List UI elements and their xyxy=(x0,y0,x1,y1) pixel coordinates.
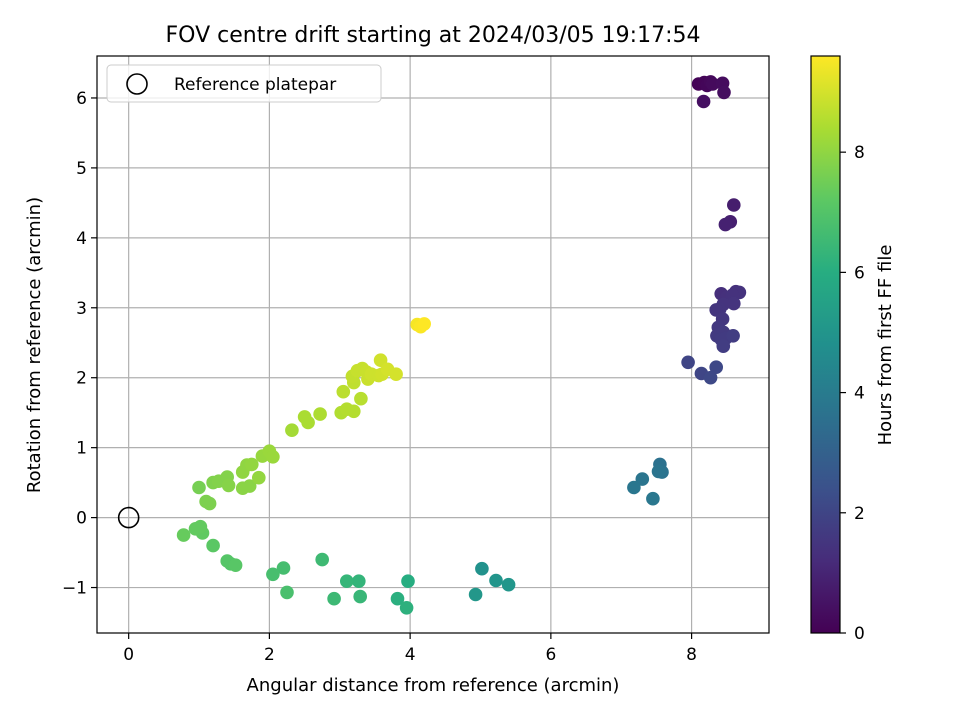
y-tick-label: −1 xyxy=(62,579,87,599)
data-point xyxy=(709,360,723,375)
y-tick-label: 3 xyxy=(76,299,87,319)
legend: Reference platepar xyxy=(106,64,382,103)
y-tick-label: 6 xyxy=(76,89,87,109)
data-point xyxy=(176,528,191,542)
data-point xyxy=(266,450,280,464)
data-point xyxy=(354,391,368,406)
data-point xyxy=(251,470,266,485)
colorbar-tick-label: 8 xyxy=(854,143,865,163)
data-point xyxy=(340,574,354,588)
data-point xyxy=(646,491,660,506)
data-point xyxy=(389,367,403,382)
data-point xyxy=(651,464,666,479)
colorbar-tick-label: 2 xyxy=(854,504,865,524)
data-point xyxy=(340,402,354,417)
data-point xyxy=(390,591,405,606)
data-point xyxy=(475,561,489,576)
colorbar-gradient xyxy=(810,55,841,634)
plot-frame xyxy=(96,55,770,634)
colorbar-tick-label: 0 xyxy=(854,624,865,644)
data-point xyxy=(703,370,718,385)
colorbar-tick-label: 6 xyxy=(854,263,865,283)
data-point xyxy=(315,552,330,567)
data-point xyxy=(221,478,236,493)
reference-layer xyxy=(117,506,140,529)
data-point xyxy=(245,457,259,472)
x-tick-label: 8 xyxy=(686,645,697,665)
data-point xyxy=(327,591,341,606)
x-axis-label: Angular distance from reference (arcmin) xyxy=(247,675,620,696)
data-point xyxy=(301,415,315,430)
y-axis-label: Rotation from reference (arcmin) xyxy=(24,197,45,493)
y-tick-label: 0 xyxy=(76,509,87,529)
data-point xyxy=(489,573,503,588)
data-point xyxy=(313,407,327,421)
x-axis-ticks: 0 2 4 6 8 xyxy=(123,633,697,665)
data-point xyxy=(242,479,257,493)
x-tick-label: 0 xyxy=(123,645,134,665)
data-point xyxy=(266,567,280,582)
data-points xyxy=(176,75,747,615)
data-point xyxy=(401,574,415,588)
y-tick-label: 1 xyxy=(76,439,87,459)
grid-lines xyxy=(97,56,769,633)
y-tick-label: 4 xyxy=(76,229,87,249)
data-point xyxy=(336,384,351,399)
legend-box xyxy=(106,64,382,103)
data-point xyxy=(681,355,695,370)
data-point xyxy=(199,494,213,509)
data-point xyxy=(228,558,243,572)
data-point xyxy=(417,317,432,331)
data-point xyxy=(188,522,203,536)
data-point xyxy=(399,601,414,615)
data-point xyxy=(235,465,250,479)
chart-title: FOV centre drift starting at 2024/03/05 … xyxy=(166,23,701,48)
data-point xyxy=(716,339,731,354)
data-point xyxy=(717,85,731,100)
data-point xyxy=(635,472,650,486)
data-point xyxy=(192,480,206,495)
data-point xyxy=(727,296,741,311)
data-point xyxy=(705,77,720,91)
data-point xyxy=(285,423,299,438)
data-point xyxy=(276,561,291,575)
data-point xyxy=(280,585,294,600)
y-tick-label: 2 xyxy=(76,369,87,389)
y-tick-label: 5 xyxy=(76,159,87,179)
x-tick-label: 4 xyxy=(405,645,416,665)
data-point xyxy=(206,538,220,553)
data-point xyxy=(353,589,368,604)
x-tick-label: 2 xyxy=(264,645,275,665)
data-point xyxy=(627,480,641,495)
data-point xyxy=(726,329,740,343)
legend-entry-reference: Reference platepar xyxy=(174,75,336,95)
legend-marker-circle xyxy=(126,73,148,95)
colorbar-label: Hours from first FF file xyxy=(875,245,896,446)
data-point xyxy=(468,587,483,602)
colorbar-ticks: 0 2 4 6 8 xyxy=(840,143,865,644)
data-point xyxy=(501,577,516,592)
y-axis-ticks: −1 0 1 2 3 4 5 6 xyxy=(62,89,97,599)
colorbar: 0 2 4 6 8 Hours from first FF file xyxy=(810,55,896,644)
colorbar-tick-label: 4 xyxy=(854,384,865,404)
reference-platepar-marker xyxy=(117,506,140,529)
x-tick-label: 6 xyxy=(545,645,556,665)
data-point xyxy=(727,198,741,212)
data-point xyxy=(696,94,711,109)
data-point xyxy=(718,217,733,232)
data-point xyxy=(352,574,366,588)
